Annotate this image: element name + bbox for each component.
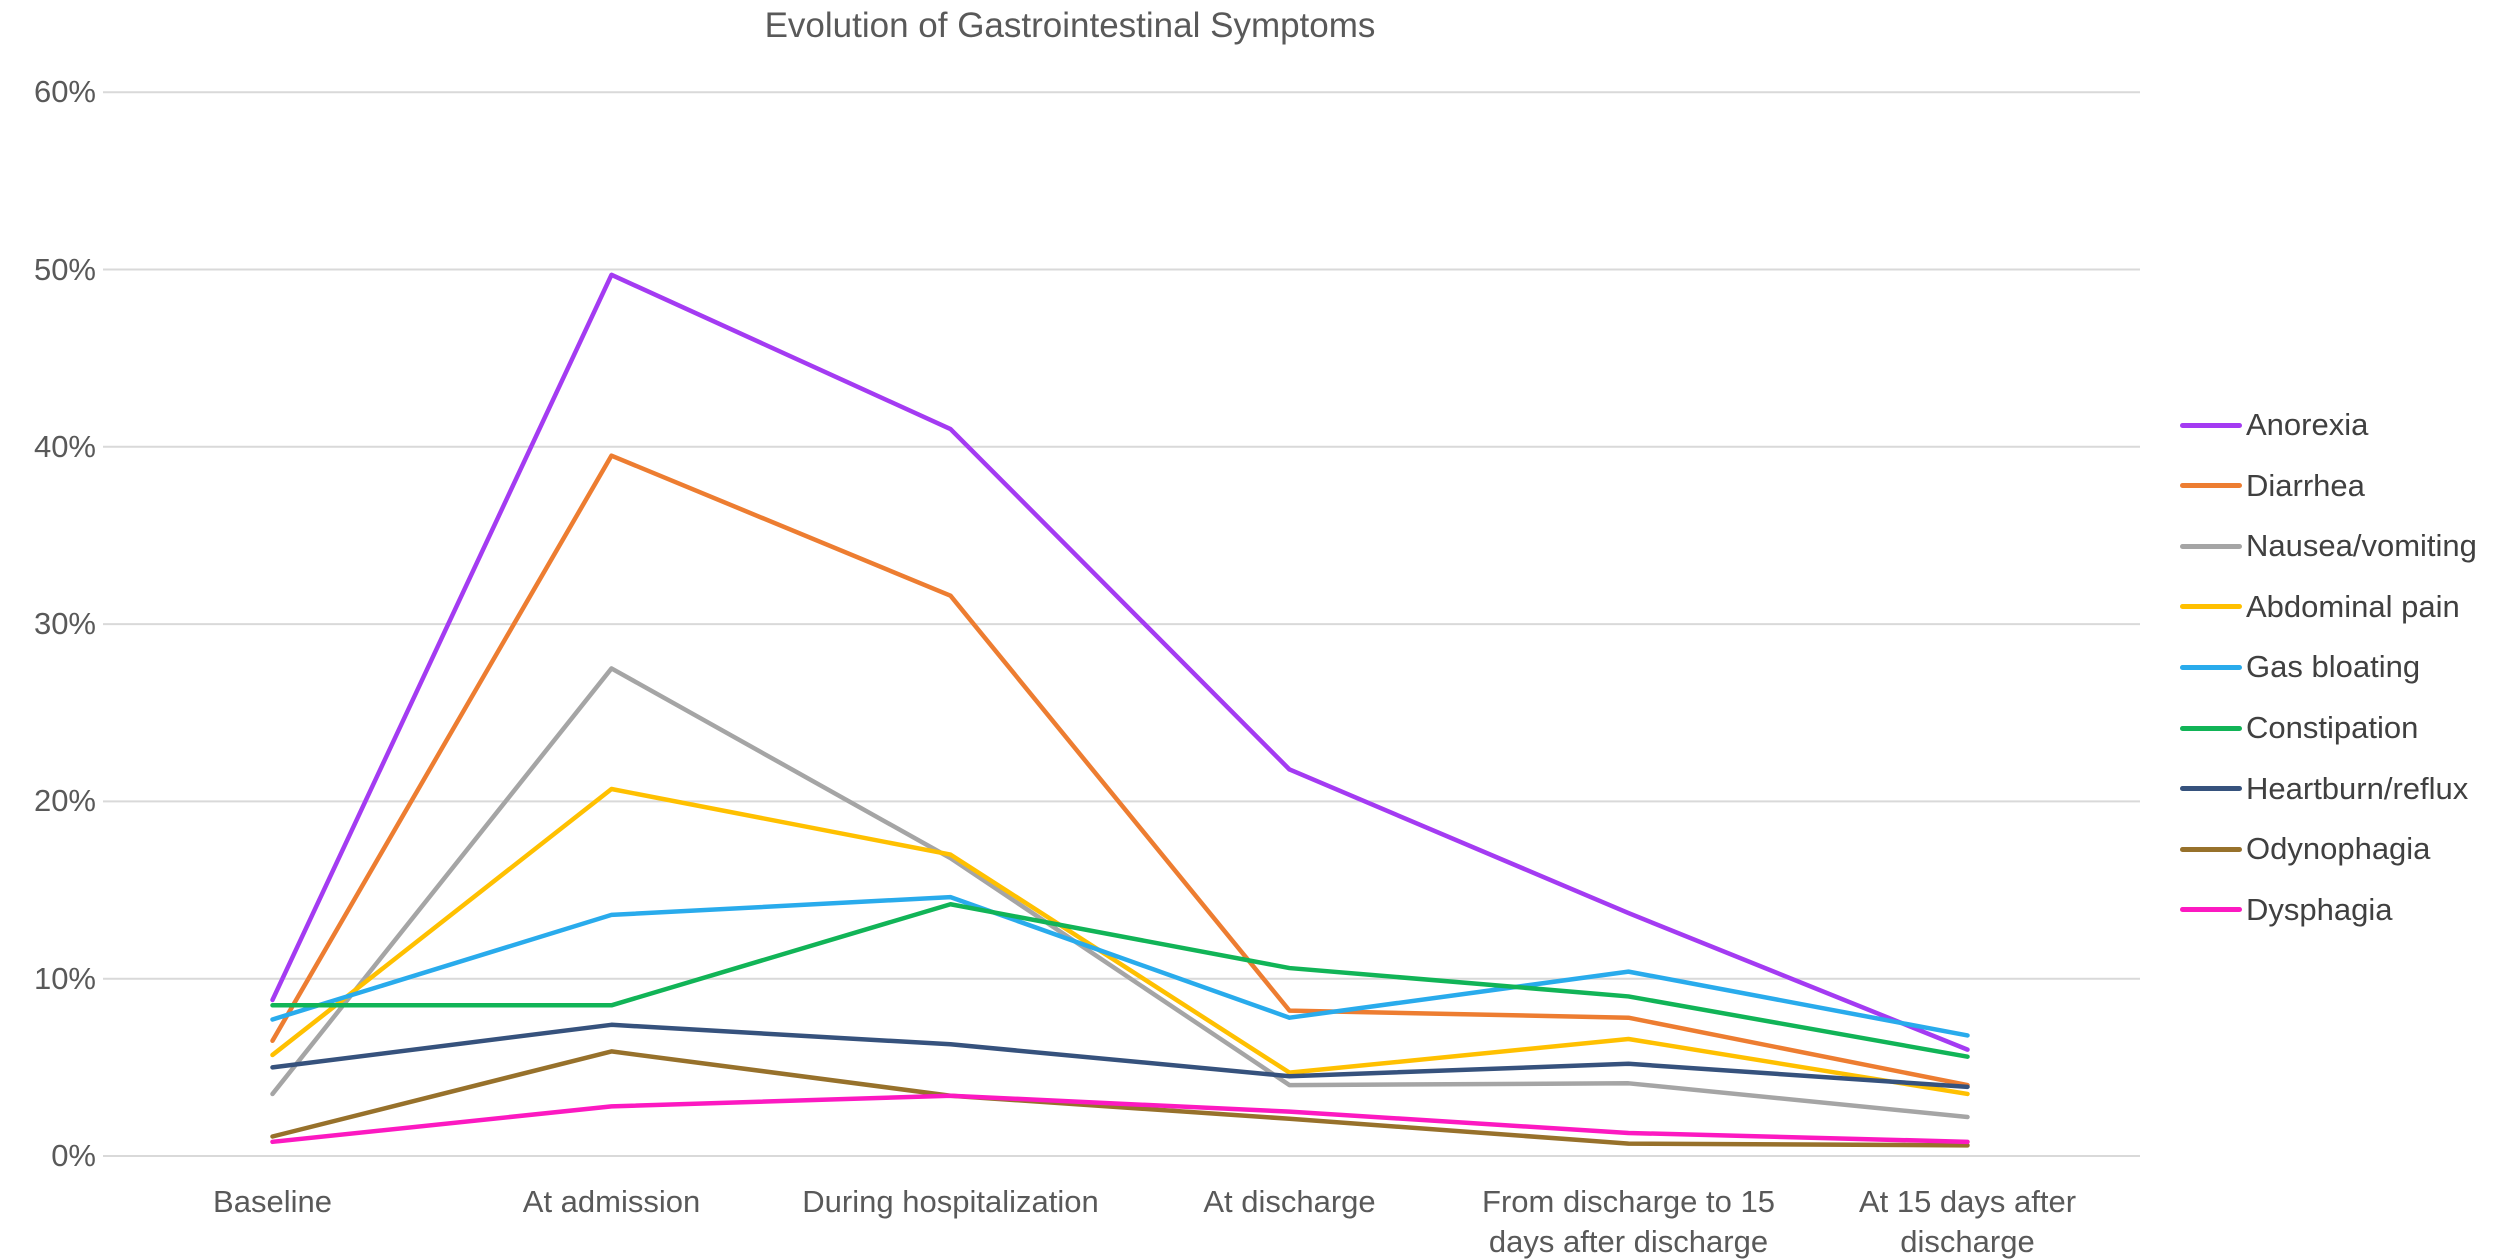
legend-label: Dysphagia — [2246, 891, 2393, 927]
legend-item: Diarrhea — [2180, 466, 2365, 506]
y-axis-tick-label: 60% — [33, 74, 96, 110]
series-line-diarrhea — [270, 453, 1970, 1088]
legend-swatch-icon — [2180, 422, 2242, 428]
x-axis-category-label: Baseline — [213, 1184, 332, 1219]
series-line-constipation — [270, 901, 1970, 1059]
legend-item: Nausea/vomiting — [2180, 526, 2477, 566]
legend-item: Dysphagia — [2180, 890, 2392, 930]
series-line-anorexia — [270, 272, 1970, 1052]
legend-item: Gas bloating — [2180, 647, 2420, 687]
legend-swatch-icon — [2180, 664, 2242, 670]
series-line-nausea-vomiting — [270, 666, 1970, 1120]
legend-label: Abdominal pain — [2246, 588, 2460, 624]
series-line-abdominal-pain — [270, 786, 1970, 1097]
legend-item: Constipation — [2180, 708, 2418, 748]
y-axis-tick-label: 50% — [33, 251, 96, 287]
series-line-heartburn-reflux — [270, 1022, 1970, 1090]
legend-label: Anorexia — [2246, 407, 2369, 442]
x-axis-category-label: At 15 days after discharge — [1858, 1184, 2077, 1259]
x-axis-category-label: At discharge — [1203, 1184, 1376, 1219]
legend-swatch-icon — [2180, 604, 2242, 610]
legend-swatch-icon — [2180, 907, 2242, 913]
y-axis-tick-label: 10% — [33, 960, 96, 996]
legend-label: Heartburn/reflux — [2246, 770, 2469, 806]
x-axis-category-label: At admission — [522, 1184, 701, 1219]
legend-label: Odynophagia — [2246, 831, 2431, 867]
legend: Anorexia Diarrhea Nausea/vomiting Abdominal… — [2180, 0, 2498, 1260]
legend-swatch-icon — [2180, 786, 2242, 792]
legend-label: Nausea/vomiting — [2246, 528, 2477, 564]
legend-swatch-icon — [2180, 725, 2242, 731]
legend-swatch-icon — [2180, 483, 2242, 489]
legend-swatch-icon — [2180, 846, 2242, 852]
legend-swatch-icon — [2180, 543, 2242, 549]
legend-label: Constipation — [2246, 710, 2419, 745]
series-line-gas-bloating — [270, 894, 1970, 1038]
x-axis-category-label: From discharge to 15 days after discharg… — [1482, 1184, 1775, 1259]
legend-label: Diarrhea — [2246, 467, 2365, 503]
legend-item: Abdominal pain — [2180, 587, 2460, 627]
y-axis-tick-label: 0% — [51, 1138, 96, 1173]
legend-item: Heartburn/reflux — [2180, 769, 2468, 809]
y-axis-tick-label: 30% — [33, 606, 96, 642]
series-line-odynophagia — [270, 1049, 1970, 1148]
legend-item: Anorexia — [2180, 405, 2368, 445]
chart-title: Evolution of Gastrointestinal Symptoms — [764, 6, 1376, 45]
y-axis-tick-label: 20% — [33, 783, 96, 819]
x-axis-category-label: During hospitalization — [802, 1184, 1099, 1219]
legend-item: Odynophagia — [2180, 829, 2430, 869]
series-line-dysphagia — [270, 1093, 1970, 1145]
legend-label: Gas bloating — [2246, 649, 2421, 685]
y-axis-tick-label: 40% — [33, 428, 96, 464]
